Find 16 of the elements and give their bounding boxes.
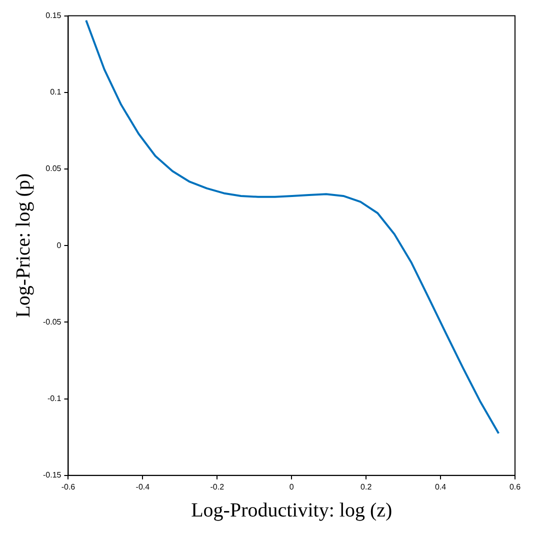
x-tick-label: -0.4 <box>136 482 150 492</box>
y-tick-label: 0.1 <box>50 88 62 97</box>
x-tick-label: 0.4 <box>434 482 447 492</box>
x-tick-label: -0.2 <box>210 482 225 492</box>
y-tick-label: -0.05 <box>43 317 62 326</box>
x-tick-label: 0.6 <box>509 482 522 492</box>
y-tick-label: 0 <box>56 240 62 250</box>
x-axis-title: Log-Productivity: log (z) <box>191 499 392 522</box>
y-tick-label: -0.15 <box>43 470 62 480</box>
y-tick-label: 0.15 <box>46 11 62 20</box>
x-tick-label: -0.6 <box>61 482 76 492</box>
x-tick-label: 0 <box>289 482 294 492</box>
x-tick-label: 0.2 <box>360 482 372 492</box>
y-tick-label: -0.1 <box>47 394 62 404</box>
y-tick-label: 0.05 <box>46 164 62 174</box>
y-axis-title: Log-Price: log (p) <box>12 173 34 318</box>
